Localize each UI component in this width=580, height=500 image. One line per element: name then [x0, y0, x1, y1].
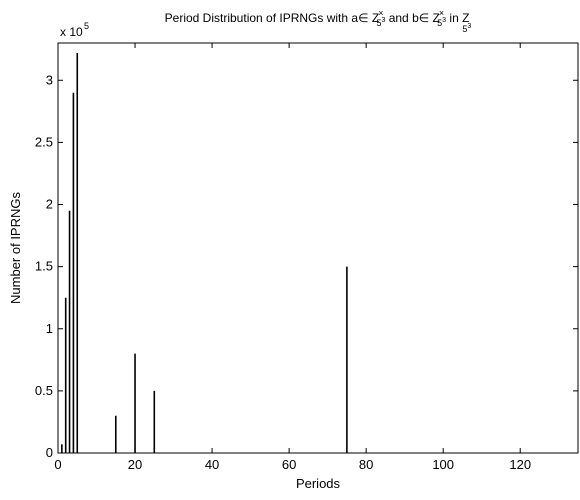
y-tick-label: 3 — [46, 72, 53, 87]
title-part: and b — [385, 11, 419, 25]
title-part: ∈ — [419, 11, 429, 25]
title-part: Period Distribution of IPRNGs with a — [165, 11, 359, 25]
title-part: 5 — [437, 18, 442, 28]
y-multiplier-base: x 10 — [60, 25, 83, 39]
y-axis-ticks: 0 0.5 1 1.5 2 2.5 3 — [35, 72, 578, 460]
title-part: 3 — [381, 17, 385, 24]
y-tick-label: 0 — [46, 445, 53, 460]
bars-group — [61, 52, 348, 453]
title-part: × — [378, 8, 383, 18]
y-axis-multiplier: x 10 5 — [60, 21, 89, 39]
title-part: Z — [369, 11, 380, 25]
y-tick-label: 0.5 — [35, 383, 53, 398]
x-tick-label: 20 — [128, 457, 142, 472]
y-tick-label: 1 — [46, 321, 53, 336]
x-axis-ticks: 0 20 40 60 80 100 120 — [54, 43, 531, 472]
title-part: 3 — [442, 17, 446, 24]
y-tick-label: 2 — [46, 197, 53, 212]
chart-title: Period Distribution of IPRNGs with a∈ Z×… — [165, 8, 472, 34]
x-tick-label: 80 — [359, 457, 373, 472]
title-part: in Z — [446, 11, 469, 25]
plot-area — [57, 42, 579, 454]
x-tick-label: 0 — [54, 457, 61, 472]
y-tick-label: 1.5 — [35, 259, 53, 274]
y-multiplier-exponent: 5 — [84, 21, 89, 31]
x-tick-label: 120 — [509, 457, 531, 472]
title-part: 5 — [462, 24, 467, 34]
title-part: 5 — [376, 18, 381, 28]
title-part: ∈ — [358, 11, 368, 25]
title-part: 3 — [467, 23, 471, 30]
x-axis-label: Periods — [296, 476, 341, 491]
title-part: Z — [429, 11, 440, 25]
x-tick-label: 40 — [205, 457, 219, 472]
title-part: × — [439, 8, 444, 18]
x-tick-label: 100 — [432, 457, 454, 472]
y-axis-label: Number of IPRNGs — [8, 192, 23, 304]
x-tick-label: 60 — [282, 457, 296, 472]
y-tick-label: 2.5 — [35, 134, 53, 149]
